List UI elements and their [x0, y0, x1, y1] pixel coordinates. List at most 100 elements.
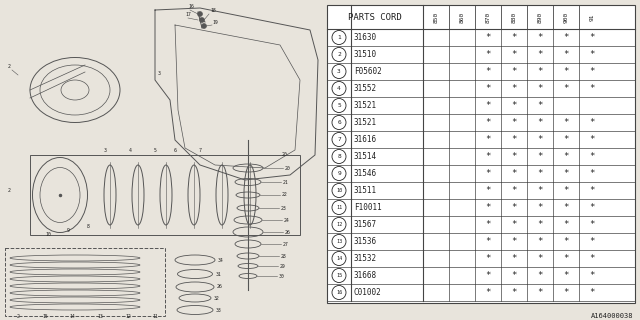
Text: *: * — [511, 101, 516, 110]
Text: *: * — [563, 271, 569, 280]
Text: A164000038: A164000038 — [591, 313, 633, 319]
Text: 6: 6 — [337, 120, 341, 125]
Text: *: * — [589, 186, 595, 195]
Text: *: * — [485, 67, 491, 76]
Text: *: * — [589, 169, 595, 178]
Text: 13: 13 — [336, 239, 342, 244]
Circle shape — [332, 65, 346, 78]
Text: 890: 890 — [538, 12, 543, 23]
Text: *: * — [538, 288, 543, 297]
Circle shape — [332, 132, 346, 147]
Text: 19: 19 — [212, 20, 218, 25]
Text: PARTS CORD: PARTS CORD — [348, 12, 402, 21]
Text: *: * — [538, 237, 543, 246]
Text: *: * — [511, 152, 516, 161]
Text: *: * — [538, 67, 543, 76]
Bar — [327, 5, 635, 303]
Text: 850: 850 — [433, 12, 438, 23]
Text: *: * — [538, 118, 543, 127]
Text: 31511: 31511 — [354, 186, 377, 195]
Text: 8: 8 — [86, 224, 90, 229]
Text: 31514: 31514 — [354, 152, 377, 161]
Text: *: * — [589, 220, 595, 229]
Text: *: * — [511, 118, 516, 127]
Circle shape — [332, 47, 346, 61]
Text: *: * — [589, 118, 595, 127]
Text: C01002: C01002 — [354, 288, 381, 297]
Text: *: * — [511, 203, 516, 212]
Text: 9: 9 — [67, 228, 69, 233]
Text: *: * — [563, 84, 569, 93]
Text: 28: 28 — [281, 253, 287, 259]
Text: 14: 14 — [336, 256, 342, 261]
Text: *: * — [563, 118, 569, 127]
Text: *: * — [511, 67, 516, 76]
Text: *: * — [485, 186, 491, 195]
Text: *: * — [485, 101, 491, 110]
Text: 16: 16 — [336, 290, 342, 295]
Text: 31521: 31521 — [354, 118, 377, 127]
Circle shape — [200, 18, 205, 22]
Text: *: * — [538, 152, 543, 161]
Text: *: * — [563, 186, 569, 195]
Text: 7: 7 — [198, 148, 202, 153]
Text: 7: 7 — [337, 137, 341, 142]
Text: 31552: 31552 — [354, 84, 377, 93]
Text: *: * — [485, 288, 491, 297]
Text: 10: 10 — [45, 232, 51, 237]
Text: *: * — [511, 288, 516, 297]
Text: *: * — [511, 220, 516, 229]
Circle shape — [332, 252, 346, 266]
Text: 12: 12 — [336, 222, 342, 227]
Text: 14: 14 — [69, 314, 75, 319]
Text: 6: 6 — [173, 148, 177, 153]
Text: *: * — [538, 203, 543, 212]
Text: *: * — [485, 271, 491, 280]
Text: *: * — [485, 50, 491, 59]
Text: *: * — [589, 84, 595, 93]
Text: 9: 9 — [337, 171, 341, 176]
Text: 11: 11 — [152, 314, 158, 319]
Text: *: * — [485, 84, 491, 93]
Text: *: * — [511, 186, 516, 195]
Bar — [5, 248, 165, 316]
Text: 30: 30 — [279, 274, 285, 278]
Text: 10: 10 — [336, 188, 342, 193]
Text: 20: 20 — [285, 165, 291, 171]
Text: *: * — [485, 220, 491, 229]
Text: *: * — [511, 237, 516, 246]
Text: *: * — [485, 169, 491, 178]
Text: *: * — [511, 271, 516, 280]
Text: 15: 15 — [336, 273, 342, 278]
Text: *: * — [563, 135, 569, 144]
Text: 5: 5 — [337, 103, 341, 108]
Text: *: * — [563, 288, 569, 297]
Circle shape — [332, 149, 346, 164]
Text: *: * — [563, 67, 569, 76]
Text: 8: 8 — [337, 154, 341, 159]
Text: 900: 900 — [563, 12, 568, 23]
Text: 31668: 31668 — [354, 271, 377, 280]
Text: *: * — [538, 101, 543, 110]
Text: 27: 27 — [283, 242, 289, 246]
Text: 12: 12 — [125, 314, 131, 319]
Text: *: * — [589, 135, 595, 144]
Text: 33: 33 — [216, 308, 221, 313]
Text: F10011: F10011 — [354, 203, 381, 212]
Circle shape — [332, 166, 346, 180]
Text: 20: 20 — [282, 153, 288, 157]
Text: *: * — [538, 186, 543, 195]
Text: 3: 3 — [337, 69, 341, 74]
Text: *: * — [511, 254, 516, 263]
Text: 23: 23 — [281, 205, 287, 211]
Text: *: * — [563, 152, 569, 161]
Text: *: * — [563, 33, 569, 42]
Text: 4: 4 — [129, 148, 131, 153]
Text: *: * — [589, 288, 595, 297]
Text: 18: 18 — [210, 8, 216, 13]
Circle shape — [332, 235, 346, 249]
Text: *: * — [485, 152, 491, 161]
Text: 2: 2 — [337, 52, 341, 57]
Text: *: * — [511, 84, 516, 93]
Text: 2: 2 — [8, 188, 11, 193]
